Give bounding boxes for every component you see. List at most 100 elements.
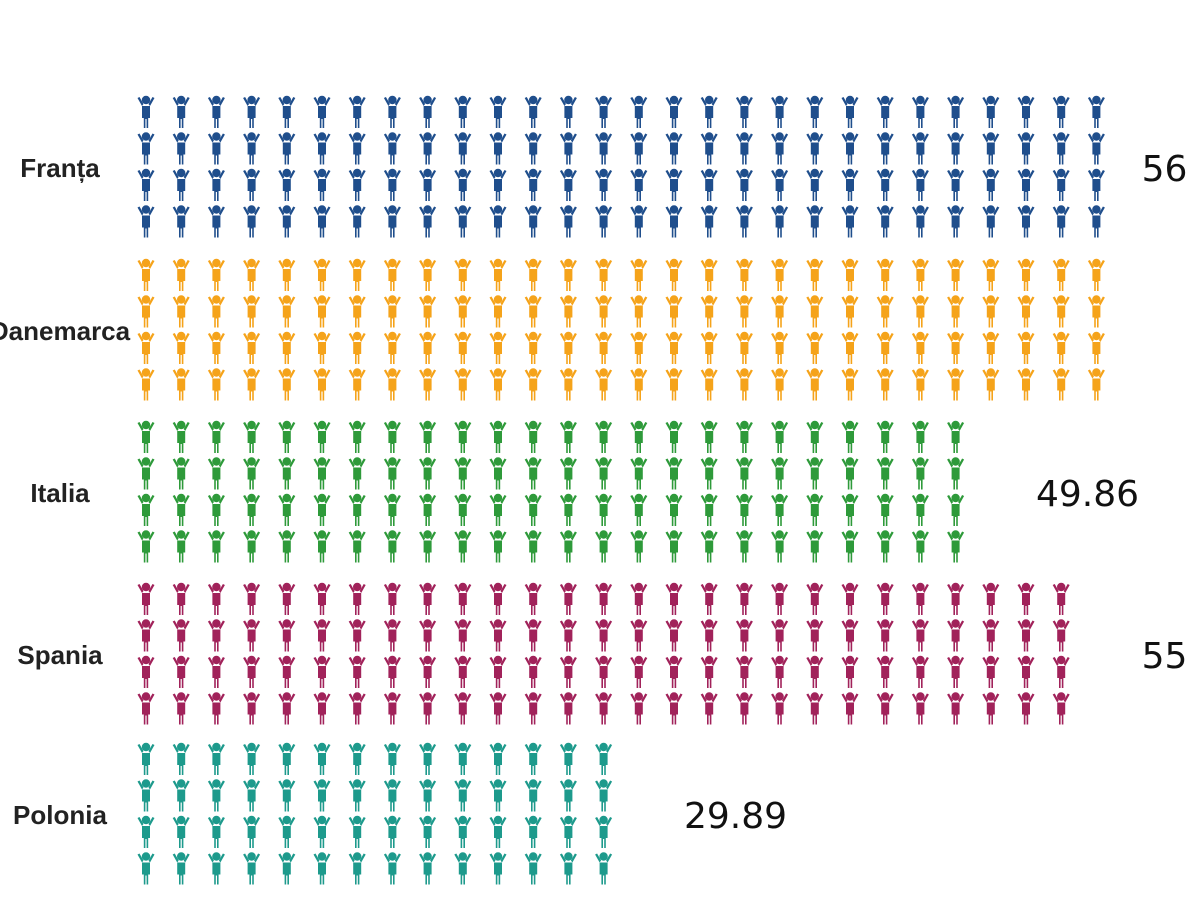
person-icon	[419, 331, 437, 364]
person-icon	[1017, 95, 1035, 128]
person-icon	[419, 619, 437, 652]
person-icon	[982, 493, 1000, 525]
person-icon	[700, 258, 718, 291]
person-icon	[489, 742, 507, 775]
person-icon	[1087, 692, 1105, 709]
person-icon	[348, 205, 366, 238]
person-icon	[911, 655, 929, 688]
person-icon	[278, 420, 296, 453]
person-icon	[383, 457, 401, 490]
person-icon	[735, 692, 753, 725]
person-icon	[595, 132, 613, 165]
person-icon	[665, 493, 683, 526]
person-icon	[982, 420, 1000, 452]
person-icon	[1052, 368, 1070, 401]
person-icon	[1087, 205, 1105, 238]
value-label-spania: 55	[1142, 636, 1188, 677]
person-icon	[243, 692, 261, 725]
person-icon	[982, 582, 1000, 615]
person-icon	[489, 852, 507, 885]
bar-franta	[137, 95, 1105, 238]
person-icon	[700, 168, 718, 201]
person-icon	[947, 692, 965, 725]
person-icon	[559, 692, 577, 725]
person-icon	[630, 205, 648, 238]
person-icon	[313, 331, 331, 364]
person-icon	[700, 655, 718, 688]
person-icon	[876, 368, 894, 401]
person-icon	[595, 852, 613, 885]
person-icon	[348, 582, 366, 615]
person-icon	[1087, 295, 1105, 328]
person-icon	[313, 368, 331, 401]
person-icon	[137, 655, 155, 688]
person-icon	[383, 168, 401, 201]
person-icon	[876, 258, 894, 291]
person-icon	[137, 420, 155, 453]
person-icon	[559, 368, 577, 401]
person-icon	[1052, 692, 1070, 725]
person-icon	[806, 168, 824, 201]
person-icon	[735, 619, 753, 652]
person-icon	[806, 692, 824, 725]
person-icon	[771, 331, 789, 364]
person-icon	[806, 95, 824, 128]
person-icon	[278, 692, 296, 725]
person-icon	[595, 742, 613, 775]
person-icon	[982, 295, 1000, 328]
person-icon	[207, 530, 225, 563]
person-icon	[806, 295, 824, 328]
person-icon	[207, 852, 225, 885]
person-icon	[278, 742, 296, 775]
person-icon	[383, 655, 401, 688]
bar-polonia	[137, 742, 648, 885]
person-icon	[630, 132, 648, 165]
person-icon	[806, 368, 824, 401]
person-icon	[489, 692, 507, 725]
person-icon	[243, 582, 261, 615]
person-icon	[172, 582, 190, 615]
person-icon	[1052, 331, 1070, 364]
person-icon	[982, 655, 1000, 688]
person-icon	[278, 582, 296, 615]
person-icon	[947, 530, 965, 563]
person-icon	[595, 368, 613, 401]
person-icon	[806, 205, 824, 238]
person-icon	[771, 420, 789, 453]
person-icon	[595, 815, 613, 848]
person-icon	[524, 368, 542, 401]
person-icon	[137, 132, 155, 165]
person-icon	[313, 742, 331, 775]
person-icon	[419, 779, 437, 812]
person-icon	[172, 692, 190, 725]
category-label-danemarca: Danemarca	[0, 316, 131, 346]
person-icon	[595, 582, 613, 615]
person-icon	[419, 493, 437, 526]
person-icon	[735, 530, 753, 563]
person-icon	[700, 95, 718, 128]
person-icon	[947, 368, 965, 401]
person-icon	[348, 619, 366, 652]
person-icon	[313, 692, 331, 725]
person-icon	[383, 493, 401, 526]
person-icon	[278, 205, 296, 238]
person-icon	[454, 95, 472, 128]
person-icon	[559, 619, 577, 652]
person-icon	[383, 420, 401, 453]
person-icon	[1087, 258, 1105, 291]
person-icon	[982, 331, 1000, 364]
person-icon	[137, 742, 155, 775]
person-icon	[489, 258, 507, 291]
person-icon	[806, 132, 824, 165]
person-icon	[524, 530, 542, 563]
person-icon	[595, 295, 613, 328]
person-icon	[419, 457, 437, 490]
person-icon	[911, 493, 929, 526]
person-icon	[172, 331, 190, 364]
person-icon	[454, 655, 472, 688]
person-icon	[876, 132, 894, 165]
person-icon	[1017, 368, 1035, 401]
person-icon	[383, 368, 401, 401]
person-icon	[383, 779, 401, 812]
person-icon	[841, 331, 859, 364]
